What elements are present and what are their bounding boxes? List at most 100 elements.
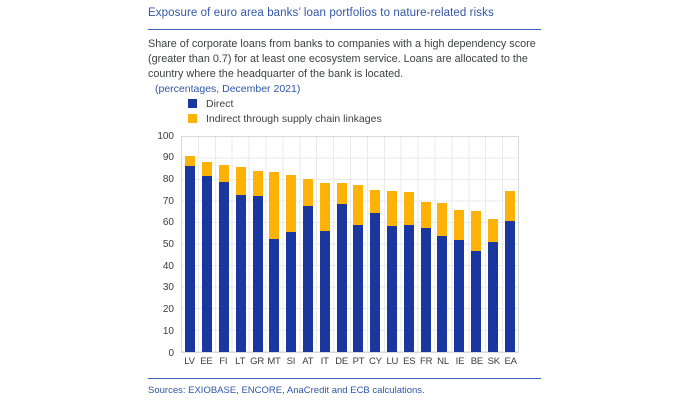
bar-slot <box>384 137 401 352</box>
bar-slot <box>283 137 300 352</box>
legend-label: Indirect through supply chain linkages <box>206 112 382 125</box>
y-tick-label: 20 <box>162 304 174 316</box>
legend-swatch-icon <box>188 114 197 123</box>
bar-segment-direct <box>252 196 263 352</box>
figure-description: Share of corporate loans from banks to c… <box>148 37 548 82</box>
x-tick-label: FI <box>219 356 228 367</box>
bar-slot <box>232 137 249 352</box>
bar-segment-indirect <box>386 190 397 227</box>
x-tick-label: FR <box>420 356 433 367</box>
bar-slot <box>400 137 417 352</box>
bar-slot <box>501 137 518 352</box>
bar-segment-direct <box>202 175 213 352</box>
bar-segment-indirect <box>504 190 515 221</box>
y-tick-label: 40 <box>162 260 174 272</box>
stacked-bar-cy <box>370 137 381 352</box>
legend-item: Indirect through supply chain linkages <box>188 112 382 125</box>
bar-segment-direct <box>386 226 397 352</box>
bar-segment-indirect <box>286 174 297 232</box>
stacked-bar-ee <box>202 137 213 352</box>
stacked-bar-sk <box>487 137 498 352</box>
stacked-bar-ie <box>454 137 465 352</box>
title-divider <box>148 29 541 30</box>
y-tick-label: 10 <box>162 325 174 337</box>
bar-slot <box>468 137 485 352</box>
x-tick-label: MT <box>267 356 281 367</box>
bar-segment-direct <box>487 242 498 352</box>
bar-slot <box>316 137 333 352</box>
bar-slot <box>484 137 501 352</box>
bar-slot <box>266 137 283 352</box>
stacked-bar-nl <box>437 137 448 352</box>
stacked-bar-fr <box>420 137 431 352</box>
bar-segment-indirect <box>336 183 347 204</box>
bar-segment-direct <box>454 240 465 352</box>
bar-segment-indirect <box>470 211 481 251</box>
bar-segment-direct <box>319 230 330 352</box>
bar-segment-direct <box>353 225 364 352</box>
description-line: country where the headquarter of the ban… <box>148 68 404 80</box>
x-tick-label: IT <box>320 356 329 367</box>
description-line: Share of corporate loans from banks to c… <box>148 38 536 50</box>
bar-segment-direct <box>403 225 414 352</box>
chart-legend: Direct Indirect through supply chain link… <box>188 98 382 128</box>
x-tick-label: CY <box>369 356 382 367</box>
bar-slot <box>417 137 434 352</box>
stacked-bar-be <box>470 137 481 352</box>
y-tick-label: 50 <box>162 239 174 250</box>
y-tick-label: 90 <box>162 152 174 164</box>
bar-segment-direct <box>470 250 481 352</box>
bar-segment-indirect <box>370 189 381 214</box>
x-tick-label: IE <box>455 356 465 367</box>
stacked-bar-ea <box>504 137 515 352</box>
bar-slot <box>434 137 451 352</box>
bar-segment-direct <box>370 213 381 352</box>
bar-segment-indirect <box>218 164 229 183</box>
bar-slot <box>199 137 216 352</box>
y-tick-label: 60 <box>162 217 174 229</box>
stacked-bar-mt <box>269 137 280 352</box>
footer-divider <box>148 378 541 379</box>
stacked-bar-si <box>286 137 297 352</box>
bar-segment-indirect <box>420 201 431 229</box>
chart-caption: (percentages, December 2021) <box>155 83 301 95</box>
stacked-bar-de <box>336 137 347 352</box>
bar-segment-direct <box>286 231 297 352</box>
bar-segment-direct <box>420 228 431 352</box>
bar-slot <box>249 137 266 352</box>
bar-segment-direct <box>302 205 313 352</box>
legend-swatch-icon <box>188 99 197 108</box>
bar-segment-direct <box>437 235 448 352</box>
x-tick-label: NL <box>437 356 449 367</box>
x-tick-label: SI <box>286 356 296 367</box>
bar-segment-direct <box>504 220 515 352</box>
x-tick-label: SK <box>487 356 500 367</box>
stacked-bar-es <box>403 137 414 352</box>
y-tick-label: 80 <box>162 173 174 185</box>
bar-segment-direct <box>269 239 280 352</box>
legend-label: Direct <box>206 97 234 110</box>
x-tick-label: LT <box>235 356 246 367</box>
bar-segment-indirect <box>437 202 448 236</box>
legend-item: Direct <box>188 97 382 110</box>
x-axis: LV EE FI LT GR MT SI AT IT DE PT CY LU ES FR NL IE BE SK EA <box>181 356 519 367</box>
stacked-bar-gr <box>252 137 263 352</box>
bar-slot <box>300 137 317 352</box>
stacked-bar-lu <box>386 137 397 352</box>
x-tick-label: GR <box>250 356 264 367</box>
bar-segment-indirect <box>319 183 330 231</box>
bar-segment-indirect <box>235 167 246 196</box>
x-tick-label: ES <box>403 356 416 367</box>
bar-segment-indirect <box>302 178 313 206</box>
bar-segment-indirect <box>403 191 414 226</box>
stacked-bar-lv <box>185 137 196 352</box>
x-tick-label: BE <box>470 356 483 367</box>
bar-segment-indirect <box>269 172 280 240</box>
bar-segment-indirect <box>487 218 498 243</box>
stacked-bar-pt <box>353 137 364 352</box>
x-tick-label: EA <box>504 356 517 367</box>
sources-note: Sources: EXIOBASE, ENCORE, AnaCredit and… <box>148 385 425 396</box>
bar-segment-indirect <box>454 210 465 241</box>
bar-segment-direct <box>336 203 347 352</box>
